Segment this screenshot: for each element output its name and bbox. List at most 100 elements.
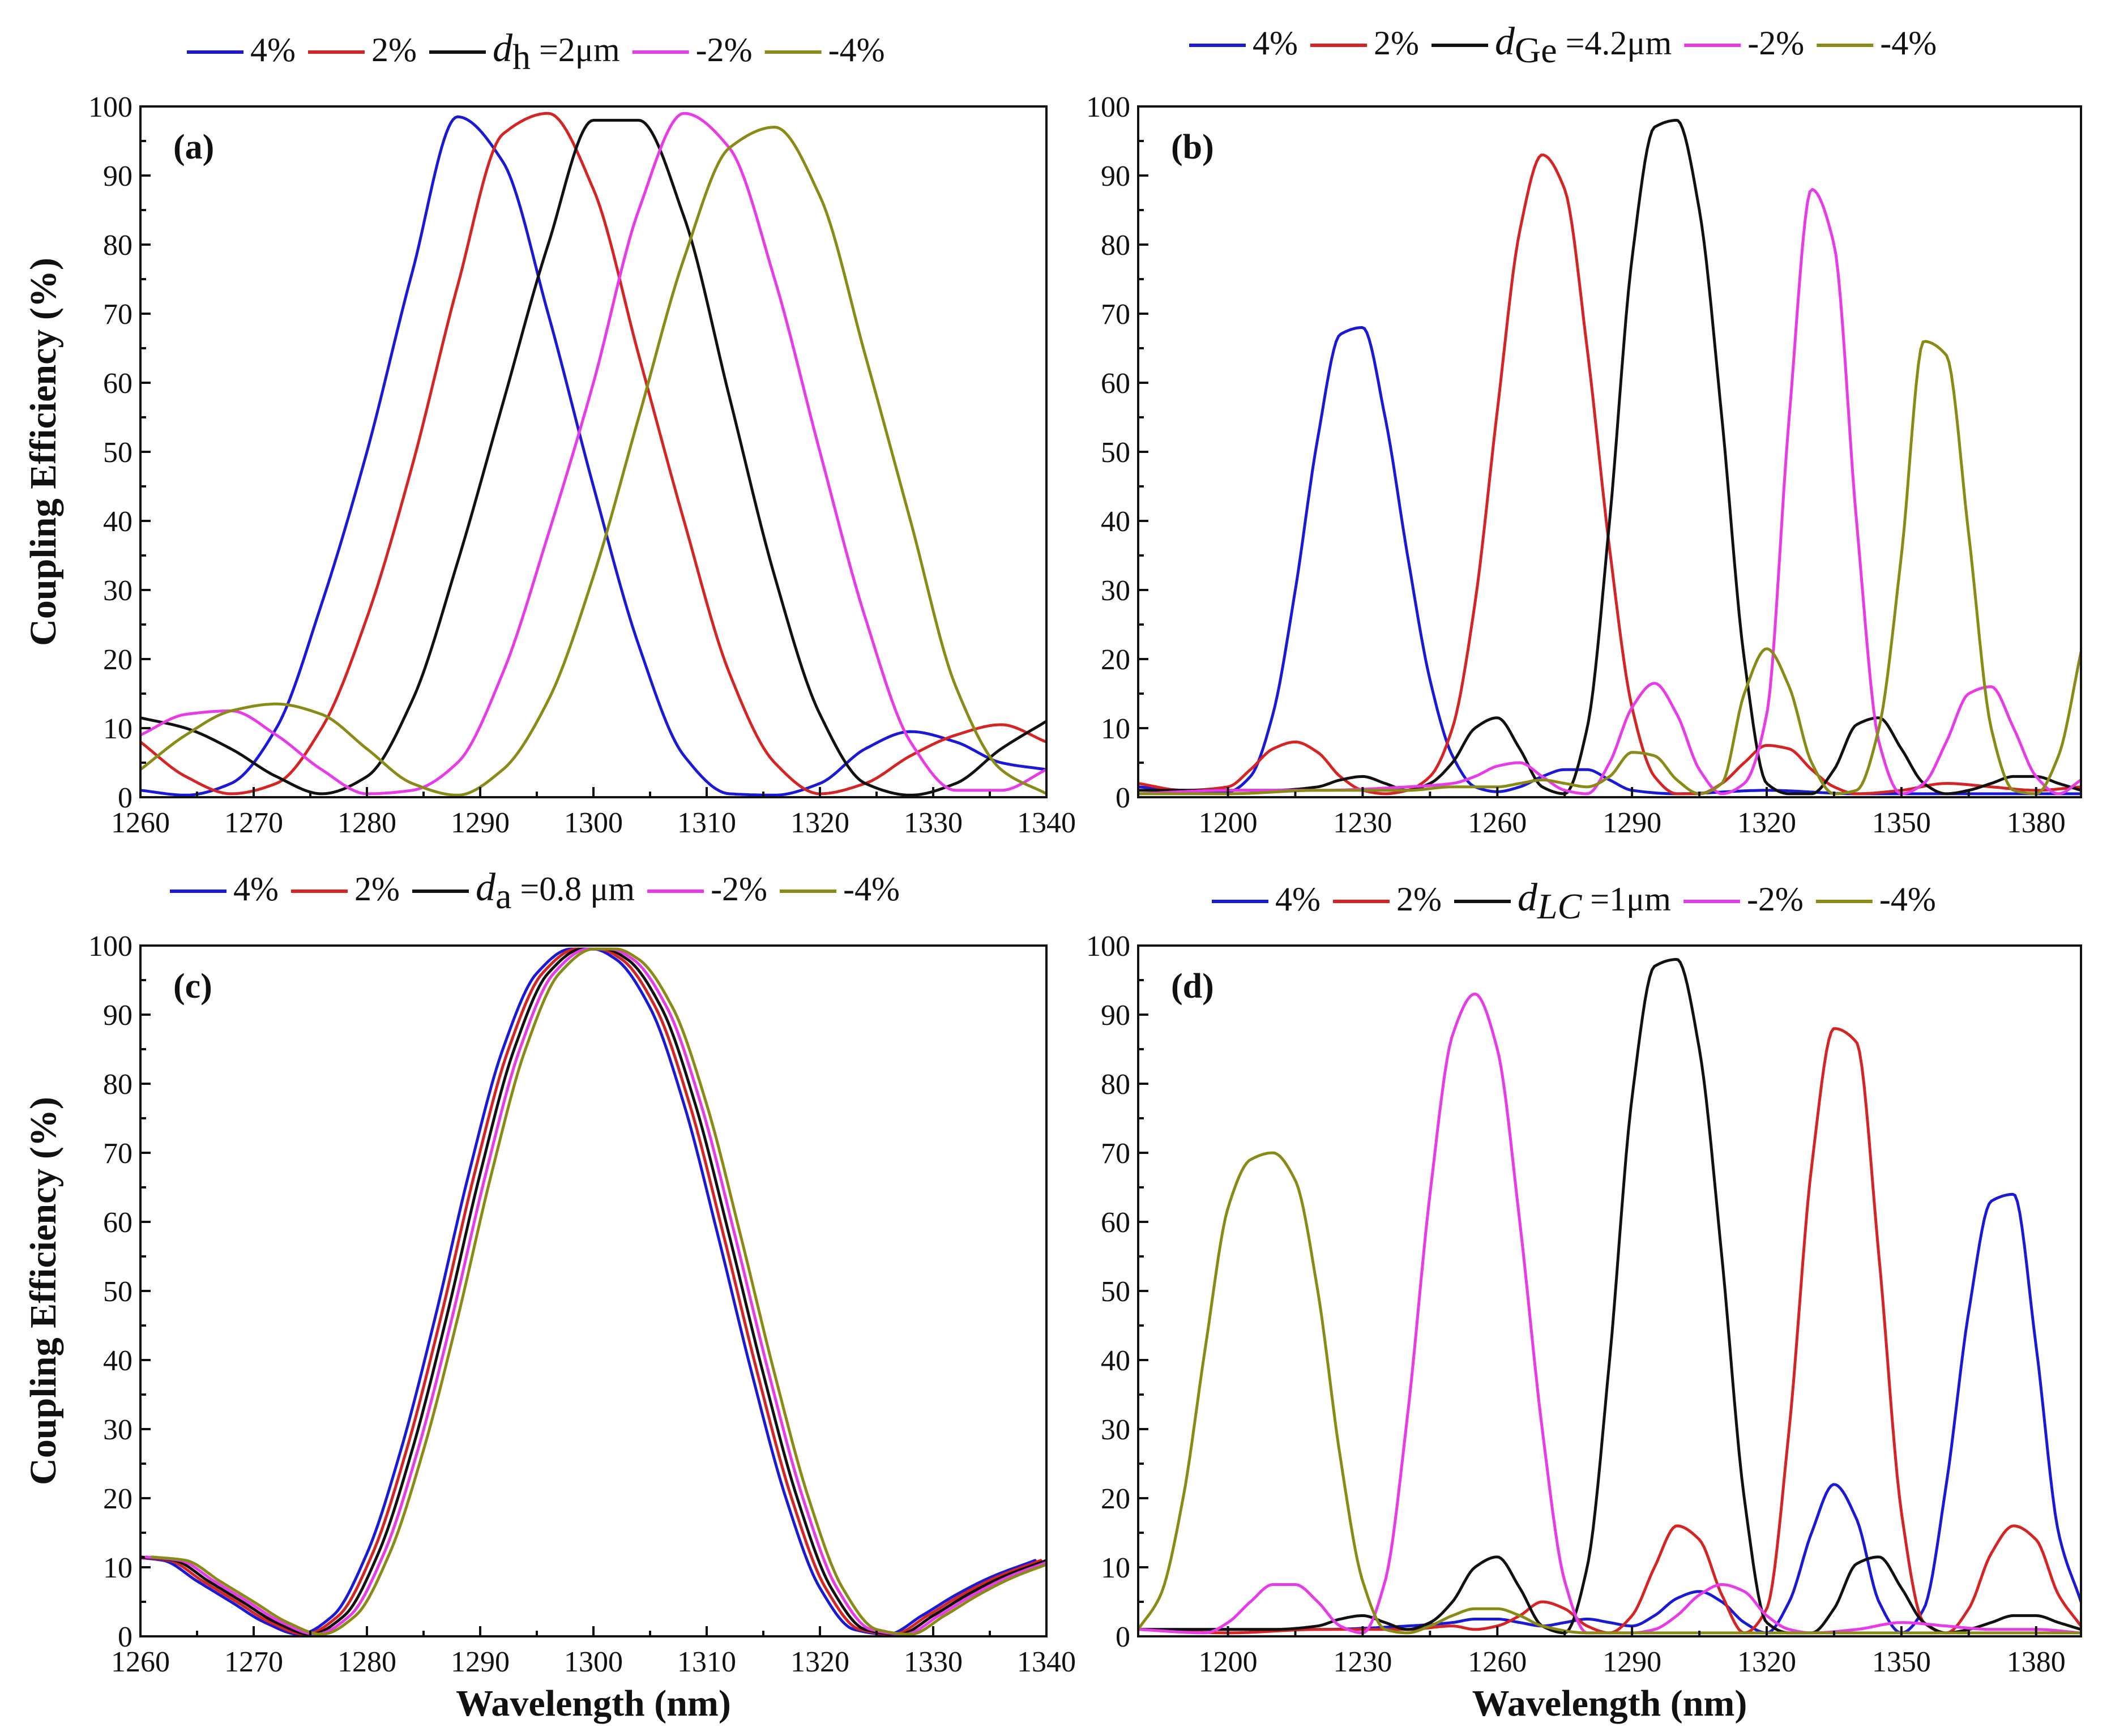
legend-label: -2% [1747, 24, 1804, 62]
legend-label: -4% [828, 31, 885, 69]
legend-label: -4% [1880, 24, 1937, 62]
x-tick-label: 1270 [224, 1646, 283, 1678]
series-line [140, 947, 1046, 1636]
plot-frame [139, 944, 1048, 1637]
legend-label: -2% [711, 870, 767, 908]
x-tick-label: 1290 [1603, 1646, 1661, 1678]
y-tick-label: 90 [1101, 160, 1130, 193]
y-tick-label: 80 [103, 229, 133, 262]
legend-label: 4% [1275, 880, 1321, 918]
legend-label: -4% [1879, 880, 1936, 918]
x-tick-label: 1260 [1468, 807, 1527, 839]
y-tick-label: 20 [103, 1483, 133, 1515]
series-line [144, 947, 1046, 1636]
y-tick-label: 30 [1101, 575, 1130, 607]
y-tick-label: 10 [103, 1552, 133, 1584]
y-tick-label: 40 [1101, 506, 1130, 538]
x-tick-label: 1230 [1333, 807, 1392, 839]
panel-d: 0 10 20 30 40 50 60 70 80 90 100 1200 1230 1260 1290 13… [1086, 876, 2082, 1724]
y-tick-label: 90 [1101, 999, 1130, 1032]
y-tick-label: 100 [1086, 930, 1130, 963]
x-tick-label: 1350 [1872, 807, 1931, 839]
series-line [140, 115, 1046, 797]
x-tick-label: 1320 [790, 1646, 849, 1678]
y-tick-label: 30 [103, 575, 133, 607]
y-tick-label: 50 [103, 1276, 133, 1308]
legend-label: 2% [371, 31, 417, 69]
x-tick-label: 1320 [1737, 807, 1796, 839]
legend-label: -2% [696, 31, 753, 69]
series-line [150, 947, 1046, 1636]
x-tick-label: 1380 [2007, 807, 2066, 839]
y-tick-label: 60 [1101, 367, 1130, 400]
x-tick-label: 1290 [451, 807, 510, 839]
legend-label: -4% [843, 870, 900, 908]
x-tick-label: 1340 [1017, 1646, 1076, 1678]
x-tick-label: 1350 [1872, 1646, 1931, 1678]
x-tick-label: 1200 [1199, 807, 1258, 839]
curves [140, 112, 1046, 797]
x-tick-label: 1310 [677, 1646, 736, 1678]
y-tick-label: 70 [103, 298, 133, 331]
y-tick-label: 60 [103, 1207, 133, 1239]
x-tick-label: 1270 [224, 807, 283, 839]
x-tick-label: 1320 [1737, 1646, 1796, 1678]
x-tick-label: 1320 [790, 807, 849, 839]
legend-label: dLC =1μm [1518, 876, 1671, 926]
x-tick-label: 1280 [337, 1646, 396, 1678]
y-tick-label: 20 [103, 644, 133, 676]
panel-label: (b) [1171, 128, 1214, 166]
y-tick-label: 70 [1101, 1138, 1130, 1170]
y-tick-label: 80 [1101, 229, 1130, 262]
series-line [1138, 1151, 2081, 1635]
x-tick-label: 1260 [111, 1646, 170, 1678]
series-line [140, 126, 1046, 797]
x-tick-label: 1300 [564, 1646, 623, 1678]
series-line [1138, 326, 2081, 796]
x-tick-label: 1290 [1603, 807, 1661, 839]
series-line [1138, 118, 2081, 796]
y-tick-label: 70 [103, 1138, 133, 1170]
y-tick-label: 0 [1116, 1621, 1130, 1653]
y-tick-label: 0 [118, 1621, 133, 1653]
series-line [140, 112, 1046, 796]
curves [1138, 118, 2081, 796]
y-tick-label: 40 [103, 1345, 133, 1377]
panel-label: (a) [173, 128, 214, 166]
series-line [1138, 340, 2081, 796]
series-line [1138, 1192, 2081, 1635]
legend-label: 2% [1396, 880, 1442, 918]
panel-label: (c) [173, 967, 212, 1006]
legend: 4% 2% dLC =1μm -2% -4% [1212, 876, 1936, 926]
series-line [140, 118, 1046, 797]
y-tick-label: 70 [1101, 298, 1130, 331]
panel-label: (d) [1171, 967, 1214, 1006]
plot-frame [139, 105, 1048, 798]
legend: 4% 2% dh =2μm -2% -4% [187, 27, 885, 77]
y-tick-label: 80 [1101, 1068, 1130, 1101]
y-tick-label: 60 [103, 367, 133, 400]
y-tick-label: 40 [1101, 1345, 1130, 1377]
y-tick-label: 50 [103, 437, 133, 469]
series-line [1138, 1027, 2081, 1635]
y-tick-label: 40 [103, 506, 133, 538]
x-axis-title: Wavelength (nm) [1472, 1683, 1747, 1724]
panel-b: 0 10 20 30 40 50 60 70 80 90 100 1200 1230 1260 1290 13… [1086, 20, 2082, 839]
y-tick-label: 80 [103, 1068, 133, 1101]
y-tick-label: 90 [103, 160, 133, 193]
x-tick-label: 1330 [904, 807, 963, 839]
y-tick-label: 10 [1101, 713, 1130, 745]
legend-label: -2% [1747, 880, 1804, 918]
panel-a: 0 10 20 30 40 50 60 70 80 90 100 1260 1270 1280 1290 13… [23, 27, 1076, 839]
legend-label: da =0.8 μm [476, 866, 635, 916]
y-tick-label: 50 [1101, 1276, 1130, 1308]
y-tick-label: 90 [103, 999, 133, 1032]
legend-label: 2% [1374, 24, 1419, 62]
legend-label: 4% [250, 31, 296, 69]
series-line [140, 947, 1037, 1636]
series-line [1138, 188, 2081, 796]
y-tick-label: 100 [1086, 91, 1130, 123]
series-line [140, 947, 1042, 1636]
x-axis-title: Wavelength (nm) [456, 1683, 731, 1724]
